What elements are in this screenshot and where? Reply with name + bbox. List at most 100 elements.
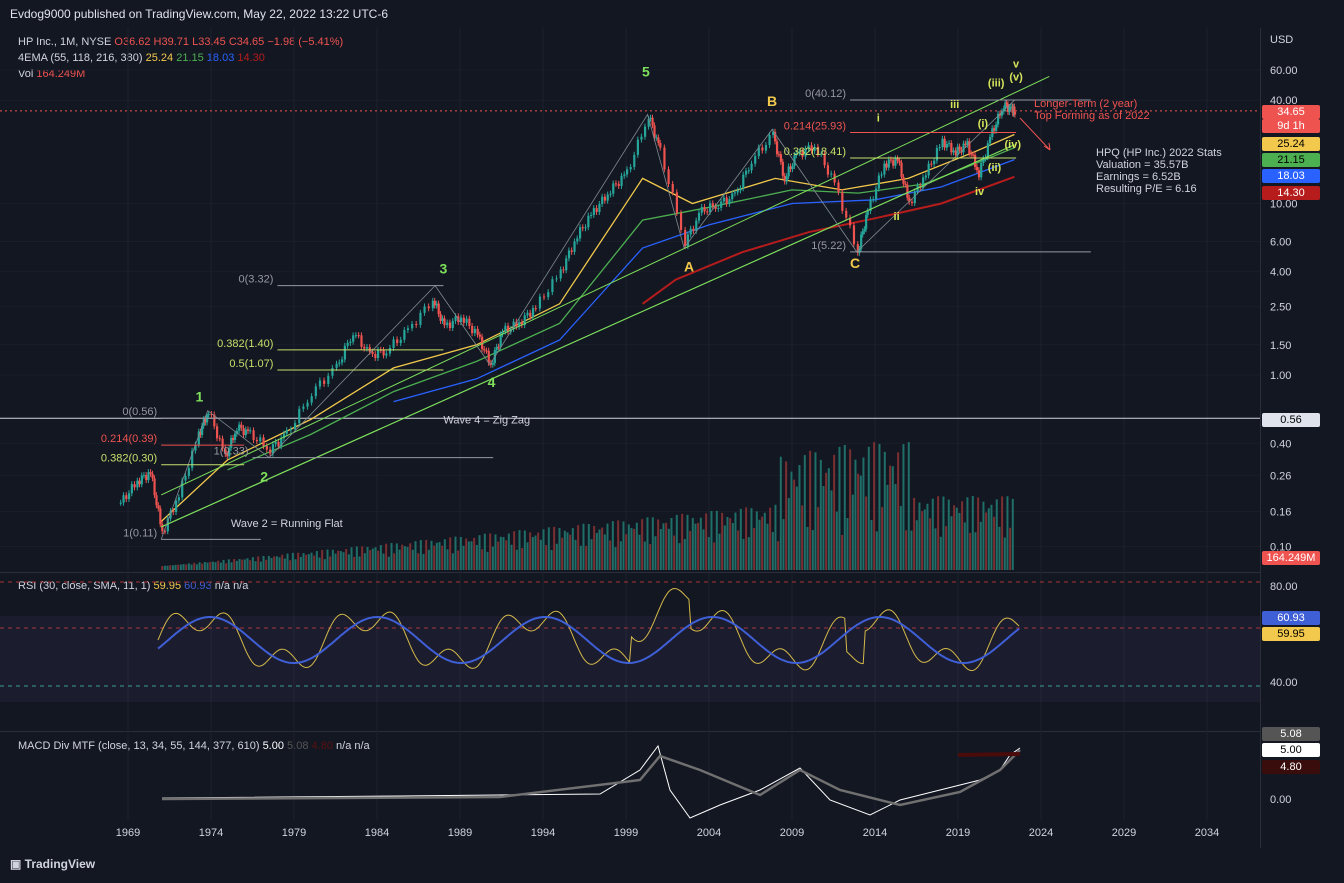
volume-bar xyxy=(334,553,337,570)
rsi-legend[interactable]: RSI (30, close, SMA, 11, 1) 59.95 60.93 … xyxy=(18,580,248,592)
volume-bar xyxy=(363,553,366,570)
macd-badge-3: 4.80 xyxy=(1262,760,1320,774)
volume-bar xyxy=(510,544,513,570)
x-tick-label: 1984 xyxy=(365,827,389,839)
price-candle xyxy=(950,143,953,153)
volume-bar xyxy=(182,564,185,570)
wave-label: (iv) xyxy=(1005,139,1022,151)
price-candle xyxy=(576,238,579,242)
volume-bar xyxy=(865,496,868,570)
pane-separator-rsi[interactable] xyxy=(0,572,1260,573)
price-candle xyxy=(606,194,609,201)
price-candle xyxy=(584,227,587,229)
volume-bar xyxy=(235,560,238,570)
fib-level-label: 1(0.11) xyxy=(123,527,157,539)
volume-bar xyxy=(313,555,316,570)
pane-separator-macd[interactable] xyxy=(0,731,1260,732)
price-candle xyxy=(454,316,457,321)
price-candle xyxy=(775,141,779,155)
price-candle xyxy=(620,175,623,186)
volume-bar xyxy=(523,530,526,570)
volume-bar xyxy=(470,541,473,570)
volume-bar xyxy=(201,563,204,570)
price-candle xyxy=(913,191,916,204)
price-candle xyxy=(226,453,229,457)
volume-bar xyxy=(777,541,780,570)
price-candle xyxy=(739,188,742,191)
price-candle xyxy=(798,151,801,154)
volume-bar xyxy=(566,532,569,570)
volume-bar xyxy=(971,496,974,570)
macd-badge-1: 5.08 xyxy=(1262,727,1320,741)
price-candle xyxy=(255,439,259,442)
volume-bar xyxy=(171,565,174,570)
volume-bar xyxy=(913,497,916,570)
volume-bar xyxy=(585,545,588,570)
volume-legend[interactable]: Vol 164.249M xyxy=(18,68,85,80)
volume-bar xyxy=(705,513,708,570)
price-candle xyxy=(476,328,479,335)
price-candle xyxy=(169,511,172,519)
volume-bar xyxy=(435,542,438,570)
price-candle xyxy=(703,207,706,212)
macd-legend[interactable]: MACD Div MTF (close, 13, 34, 55, 144, 37… xyxy=(18,740,370,752)
volume-bar xyxy=(539,539,542,570)
trendline-channel xyxy=(160,76,1050,496)
volume-bar xyxy=(875,531,878,570)
price-candle xyxy=(706,211,709,213)
price-candle xyxy=(157,505,160,509)
price-candle xyxy=(365,347,369,349)
volume-bar xyxy=(174,564,177,570)
price-candle xyxy=(471,325,474,334)
price-candle xyxy=(954,150,957,156)
volume-bar xyxy=(411,549,414,570)
ema-legend[interactable]: 4EMA (55, 118, 216, 380) 25.24 21.15 18.… xyxy=(18,52,265,64)
wave-label: 5 xyxy=(642,63,650,79)
volume-bar xyxy=(374,547,377,570)
price-candle xyxy=(306,402,309,407)
price-candle xyxy=(816,146,820,155)
price-candle xyxy=(399,339,402,344)
price-candle xyxy=(679,213,683,230)
volume-bar xyxy=(907,442,910,570)
macd-label: MACD Div MTF (close, 13, 34, 55, 144, 37… xyxy=(18,740,260,752)
price-candle xyxy=(187,468,190,477)
x-tick-label: 2014 xyxy=(863,827,887,839)
price-candle xyxy=(177,497,180,501)
price-candle xyxy=(768,134,771,146)
price-candle xyxy=(201,425,204,435)
price-candle xyxy=(820,153,823,155)
price-candle xyxy=(807,145,810,149)
price-candle xyxy=(310,396,313,403)
price-candle xyxy=(927,163,930,176)
price-candle xyxy=(998,113,1002,116)
symbol-legend[interactable]: HP Inc., 1M, NYSE O36.62 H39.71 L33.45 C… xyxy=(18,36,343,48)
price-candle xyxy=(997,113,1000,125)
price-candle xyxy=(578,227,582,239)
volume-bar xyxy=(707,536,710,570)
volume-bar xyxy=(329,556,332,570)
volume-bar xyxy=(454,536,457,570)
price-candle xyxy=(852,225,856,245)
price-candle xyxy=(709,203,712,213)
volume-bar xyxy=(318,557,321,570)
volume-bar xyxy=(766,523,769,570)
ema-value-3: 18.03 xyxy=(206,52,235,64)
price-candle xyxy=(595,208,598,212)
price-candle xyxy=(318,380,322,387)
y-tick-label: 6.00 xyxy=(1270,237,1291,249)
volume-bar xyxy=(382,553,385,570)
price-candle xyxy=(392,339,395,348)
price-candle xyxy=(764,145,768,151)
ohlc-high: H39.71 xyxy=(153,36,190,48)
price-candle xyxy=(207,414,210,416)
price-candle xyxy=(497,346,500,348)
price-candle xyxy=(640,136,643,140)
price-candle xyxy=(941,138,944,148)
tradingview-logo[interactable]: ▣ TradingView xyxy=(10,857,95,871)
volume-bar xyxy=(758,519,761,570)
volume-bar xyxy=(838,446,841,570)
price-candle xyxy=(986,143,989,158)
price-candle xyxy=(385,353,388,356)
